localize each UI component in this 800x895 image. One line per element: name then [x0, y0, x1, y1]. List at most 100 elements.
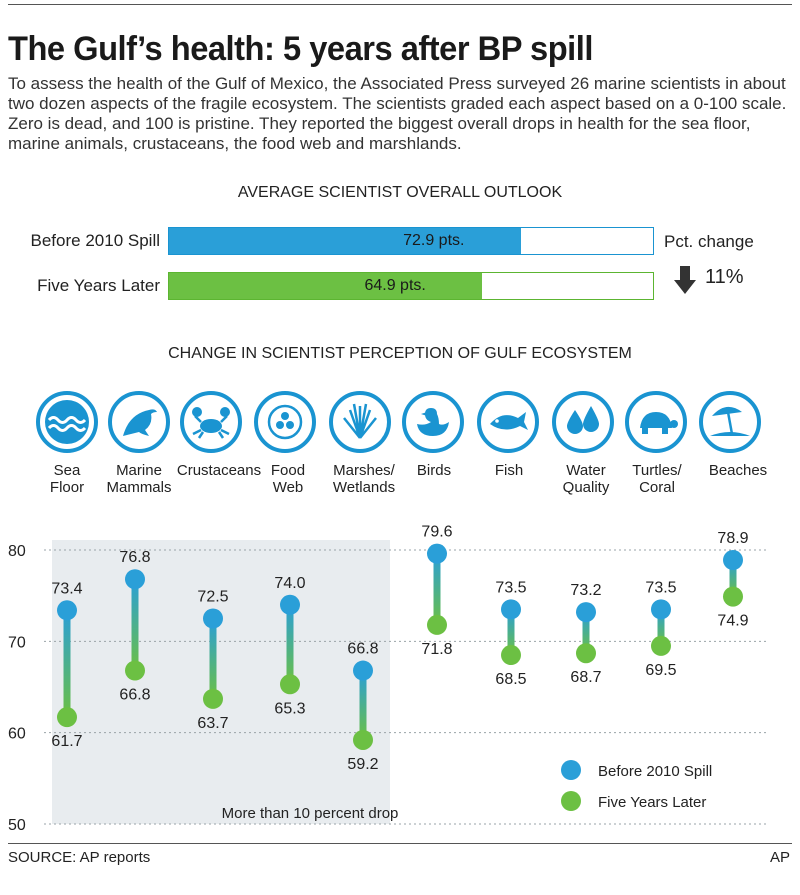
top-rule: [8, 4, 792, 5]
category-label: Food Web: [270, 462, 306, 496]
dumbbell-chart: 50 60 70 80 More than 10 percent drop 73.4 61.…: [8, 524, 768, 834]
before-value-label: 73.5: [645, 579, 676, 596]
duck-icon: [402, 391, 464, 453]
y-tick-label: 70: [8, 634, 26, 651]
before-point: [576, 602, 596, 623]
before-point: [427, 543, 447, 564]
after-value-label: 71.8: [421, 641, 452, 658]
before-value-label: 78.9: [717, 530, 748, 547]
turtle-icon: [625, 391, 687, 453]
dumbbell-stem: [582, 612, 590, 654]
dumbbell-stem: [131, 579, 139, 671]
category-label: Turtles/Coral: [632, 462, 682, 496]
after-point: [125, 660, 145, 681]
before-value-label: 74.0: [274, 575, 305, 592]
after-bar-fill: [169, 273, 483, 299]
waves-icon: [36, 391, 98, 453]
outlook-heading: AVERAGE SCIENTIST OVERALL OUTLOOK: [237, 184, 563, 201]
before-point: [651, 599, 671, 620]
dumbbell-stem: [286, 604, 294, 685]
credit: AP: [769, 849, 790, 866]
highlight-note: More than 10 percent drop: [222, 805, 399, 822]
category-label: Marine Mammals: [106, 462, 172, 496]
fish-icon: [477, 391, 539, 453]
after-point: [353, 729, 373, 750]
after-point: [723, 586, 743, 607]
before-bar-value: 72.9 pts.: [403, 232, 465, 249]
after-point: [576, 643, 596, 664]
after-value-label: 61.7: [51, 733, 82, 750]
after-point: [203, 688, 223, 709]
before-value-label: 66.8: [347, 641, 378, 658]
legend-after-swatch: [561, 791, 581, 811]
perception-heading: CHANGE IN SCIENTIST PERCEPTION OF GULF E…: [168, 345, 632, 362]
before-bar-label: Before 2010 Spill: [30, 231, 160, 250]
after-point: [57, 707, 77, 728]
after-value-label: 63.7: [197, 715, 228, 732]
category-label: Marshes/Wetlands: [332, 462, 396, 496]
after-point: [280, 674, 300, 695]
highlight-region: [52, 540, 390, 824]
before-point: [280, 594, 300, 615]
after-bar-value: 64.9 pts.: [364, 277, 426, 294]
legend-before-swatch: [561, 760, 581, 780]
after-value-label: 65.3: [274, 700, 305, 717]
before-bar-fill: [169, 228, 522, 254]
after-bar-label: Five Years Later: [37, 276, 160, 295]
before-value-label: 73.2: [570, 582, 601, 599]
dumbbell-stem: [209, 618, 217, 699]
category-label: Crustaceans: [176, 462, 262, 479]
before-value-label: 73.5: [495, 579, 526, 596]
after-point: [501, 645, 521, 666]
dumbbell-stem: [657, 609, 665, 646]
crab-icon: [180, 391, 242, 453]
after-value-label: 66.8: [119, 687, 150, 704]
dumbbell-stem: [359, 670, 367, 740]
intro-paragraph: To assess the health of the Gulf of Mexi…: [8, 74, 787, 153]
before-point: [125, 569, 145, 590]
source-note: SOURCE: AP reports: [8, 849, 151, 866]
down-arrow-icon: [674, 266, 696, 294]
before-value-label: 79.6: [421, 524, 452, 541]
dolphin-icon: [108, 391, 170, 453]
pct-change-label: Pct. change: [664, 232, 754, 251]
y-tick-label: 80: [8, 543, 26, 560]
after-value-label: 68.7: [570, 669, 601, 686]
after-point: [427, 614, 447, 635]
category-label: Water Quality: [562, 462, 610, 496]
category-label: Sea Floor: [49, 462, 85, 496]
after-value-label: 69.5: [645, 662, 676, 679]
dumbbell-stem: [433, 553, 441, 625]
page-title: The Gulf’s health: 5 years after BP spil…: [8, 30, 593, 68]
before-point: [501, 599, 521, 620]
bottom-rule: [8, 843, 792, 844]
after-point: [651, 635, 671, 656]
before-point: [57, 600, 77, 621]
category-label: Beaches: [708, 462, 768, 479]
beach-umbrella-icon: [699, 391, 761, 453]
y-tick-label: 60: [8, 726, 26, 743]
after-value-label: 68.5: [495, 671, 526, 688]
before-bar-track: 72.9 pts.: [168, 227, 654, 255]
before-point: [723, 550, 743, 571]
category-label: Birds: [416, 462, 452, 479]
dumbbell-stem: [729, 560, 737, 597]
before-point: [203, 608, 223, 629]
pct-change-value: 11%: [705, 266, 744, 288]
before-value-label: 76.8: [119, 549, 150, 566]
dumbbell-stem: [63, 610, 71, 718]
y-tick-label: 50: [8, 817, 26, 834]
water-drops-icon: [552, 391, 614, 453]
category-label: Fish: [494, 462, 524, 479]
reeds-icon: [329, 391, 391, 453]
after-bar-track: 64.9 pts.: [168, 272, 654, 300]
food-web-icon: [254, 391, 316, 453]
after-value-label: 59.2: [347, 756, 378, 773]
before-value-label: 72.5: [197, 589, 228, 606]
before-point: [353, 660, 373, 681]
before-value-label: 73.4: [51, 580, 82, 597]
after-value-label: 74.9: [717, 613, 748, 630]
legend-after-label: Five Years Later: [598, 794, 706, 811]
legend-before-label: Before 2010 Spill: [598, 763, 712, 780]
dumbbell-stem: [507, 609, 515, 656]
